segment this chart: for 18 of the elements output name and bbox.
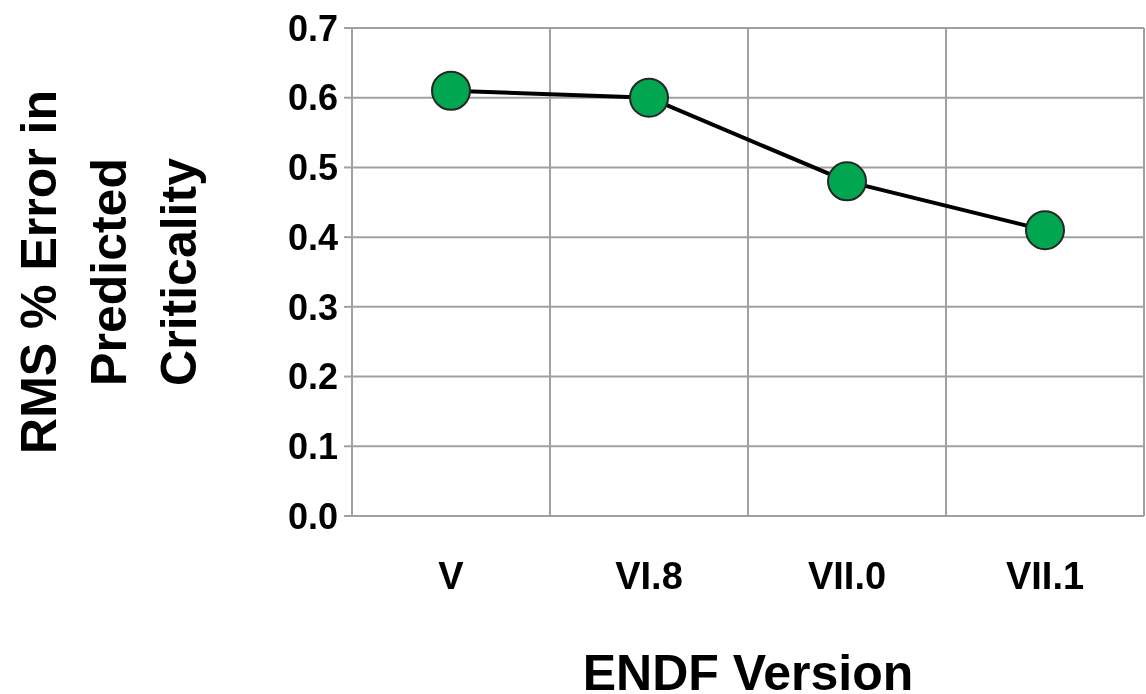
y-tick-label: 0.2	[287, 356, 338, 398]
y-tick-label: 0.4	[287, 216, 338, 258]
point	[629, 77, 669, 118]
y-tick-label: 0.7	[287, 7, 338, 49]
x-tick-label: VI.8	[615, 554, 683, 597]
y-tick-label: 0.5	[287, 147, 338, 189]
y-tick-label: 0.0	[287, 495, 338, 537]
point	[827, 161, 867, 202]
point	[431, 70, 471, 111]
x-tick-label: VII.0	[807, 554, 887, 597]
y-tick-label: 0.1	[287, 426, 338, 468]
point	[1025, 210, 1065, 251]
x-tick-label: VII.1	[1005, 554, 1085, 597]
y-tick-label: 0.3	[287, 286, 338, 328]
x-tick-label: V	[438, 554, 465, 597]
x-axis-title: ENDF Version	[582, 645, 914, 694]
y-axis-title: RMS % Error in Predicted Criticality	[11, 90, 207, 454]
y-tick-label: 0.6	[287, 77, 338, 119]
